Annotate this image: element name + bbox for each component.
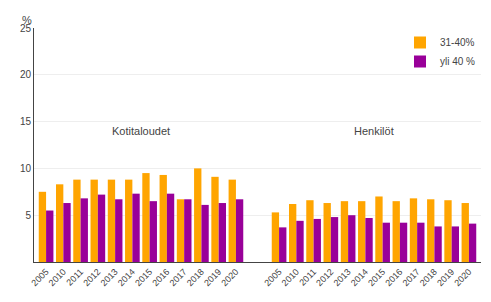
svg-text:2012: 2012 [314, 267, 335, 288]
svg-text:31-40%: 31-40% [440, 37, 475, 48]
svg-text:2011: 2011 [297, 267, 318, 288]
svg-text:yli 40 %: yli 40 % [440, 56, 475, 67]
svg-text:2013: 2013 [331, 267, 352, 288]
svg-text:Kotitaloudet: Kotitaloudet [112, 125, 170, 137]
svg-text:2014: 2014 [116, 267, 137, 288]
svg-text:2014: 2014 [349, 267, 370, 288]
svg-text:2020: 2020 [219, 267, 240, 288]
svg-text:2019: 2019 [435, 267, 456, 288]
svg-text:2018: 2018 [418, 267, 439, 288]
svg-text:2018: 2018 [185, 267, 206, 288]
svg-text:2019: 2019 [202, 267, 223, 288]
svg-text:25: 25 [20, 23, 32, 34]
svg-text:5: 5 [25, 210, 31, 221]
svg-text:15: 15 [20, 116, 32, 127]
svg-text:2017: 2017 [168, 267, 189, 288]
svg-text:2010: 2010 [280, 267, 301, 288]
svg-text:2010: 2010 [47, 267, 68, 288]
svg-text:2005: 2005 [29, 267, 50, 288]
svg-text:2013: 2013 [98, 267, 119, 288]
svg-text:20: 20 [20, 69, 32, 80]
svg-text:2015: 2015 [366, 267, 387, 288]
svg-text:2012: 2012 [81, 267, 102, 288]
svg-text:2016: 2016 [150, 267, 171, 288]
svg-text:2017: 2017 [401, 267, 422, 288]
svg-text:2011: 2011 [64, 267, 85, 288]
svg-text:2005: 2005 [262, 267, 283, 288]
svg-text:Henkilöt: Henkilöt [354, 125, 394, 137]
svg-text:2015: 2015 [133, 267, 154, 288]
svg-text:2016: 2016 [383, 267, 404, 288]
svg-text:2020: 2020 [452, 267, 473, 288]
svg-text:10: 10 [20, 163, 32, 174]
svg-text:%: % [22, 14, 32, 26]
